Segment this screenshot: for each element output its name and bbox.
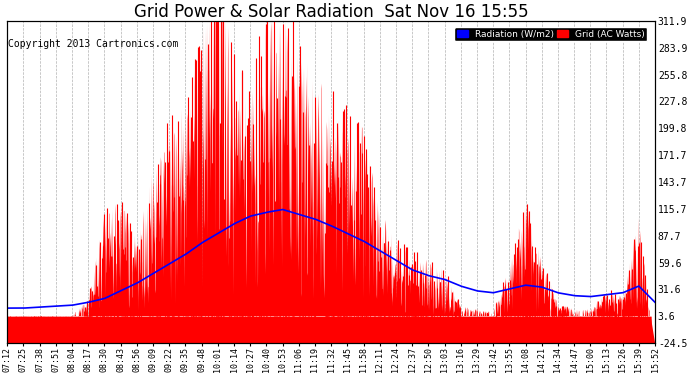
Text: Copyright 2013 Cartronics.com: Copyright 2013 Cartronics.com: [8, 39, 179, 50]
Legend: Radiation (W/m2), Grid (AC Watts): Radiation (W/m2), Grid (AC Watts): [454, 27, 647, 42]
Title: Grid Power & Solar Radiation  Sat Nov 16 15:55: Grid Power & Solar Radiation Sat Nov 16 …: [134, 3, 529, 21]
